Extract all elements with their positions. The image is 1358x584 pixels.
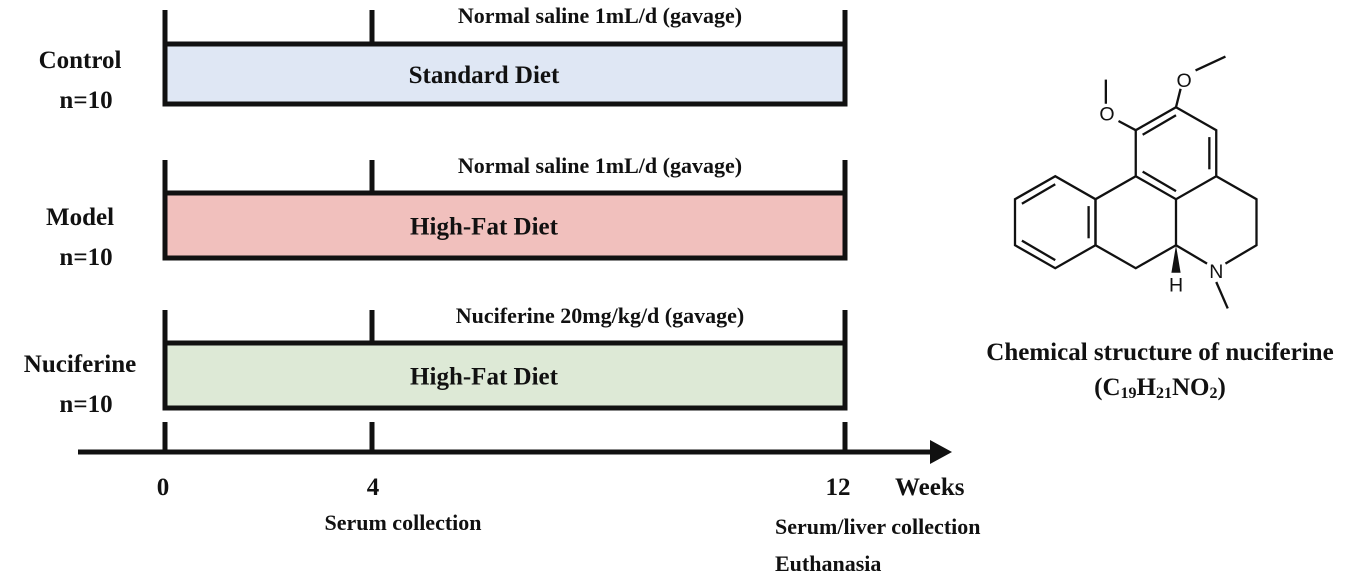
annotation: Serum/liver collection (775, 514, 981, 539)
diet: High-Fat Diet (410, 214, 559, 241)
wedge (1171, 245, 1181, 273)
double-bond (1021, 183, 1056, 205)
formula-part: 2 (1210, 385, 1218, 402)
ring (1134, 105, 1218, 201)
annotation: Serum collection (324, 510, 481, 535)
formula: (C19H21NO2) (1094, 374, 1226, 402)
double-bond (1142, 114, 1177, 136)
atom-label: O (1176, 70, 1191, 92)
ring (1013, 174, 1097, 270)
group: Model n=10 Normal saline 1mL/d (gavage) Hig… (46, 153, 848, 271)
formula-part: H (1137, 374, 1157, 401)
diet: Standard Diet (409, 62, 560, 89)
diet: High-Fat Diet (410, 364, 559, 391)
double-bond (1021, 239, 1056, 262)
diet-bar (162, 190, 848, 261)
atom-label: O (1099, 103, 1114, 125)
tick-label: 0 (157, 474, 170, 501)
ring (1215, 175, 1258, 265)
group-size: n=10 (59, 87, 112, 114)
bond (1117, 119, 1137, 132)
formula-part: (C (1094, 374, 1120, 401)
timeline-axis: 0 4 12 Weeks Serum collection Serum/live… (78, 422, 981, 576)
atom-label: N (1209, 261, 1223, 283)
group-name: Nuciferine (24, 351, 136, 378)
group: Control n=10 Normal saline 1mL/d (gavage) S… (39, 3, 848, 114)
bond (1195, 55, 1226, 72)
groups: Control n=10 Normal saline 1mL/d (gavage) S… (24, 3, 848, 418)
double-bond (1142, 170, 1177, 193)
formula-part: NO (1172, 374, 1210, 401)
bond (1174, 88, 1182, 108)
ring (1094, 175, 1178, 270)
bond (1215, 281, 1229, 309)
group-size: n=10 (59, 244, 112, 271)
bond (1175, 244, 1208, 265)
formula-part: ) (1218, 374, 1226, 401)
group-size: n=10 (59, 391, 112, 418)
annotation: Euthanasia (775, 551, 881, 576)
axis-arrow (930, 440, 952, 464)
treatment: Normal saline 1mL/d (gavage) (458, 153, 742, 178)
atom-label: H (1169, 275, 1183, 297)
formula-part: 19 (1121, 385, 1137, 402)
treatment: Normal saline 1mL/d (gavage) (458, 3, 742, 28)
axis-unit: Weeks (895, 474, 965, 501)
diet-bar (162, 340, 848, 411)
diet-bar (162, 41, 848, 107)
tick-label: 4 (367, 474, 380, 501)
treatment: Nuciferine 20mg/kg/d (gavage) (456, 303, 744, 328)
tick-label: 12 (826, 474, 851, 501)
group-name: Control (39, 47, 122, 74)
structure-caption: Chemical structure of nuciferine (986, 339, 1333, 366)
chemical-structure: O O N H (1013, 55, 1258, 309)
group: Nuciferine n=10 Nuciferine 20mg/kg/d (gava… (24, 303, 848, 418)
group-name: Model (46, 204, 114, 231)
formula-part: 21 (1156, 385, 1172, 402)
